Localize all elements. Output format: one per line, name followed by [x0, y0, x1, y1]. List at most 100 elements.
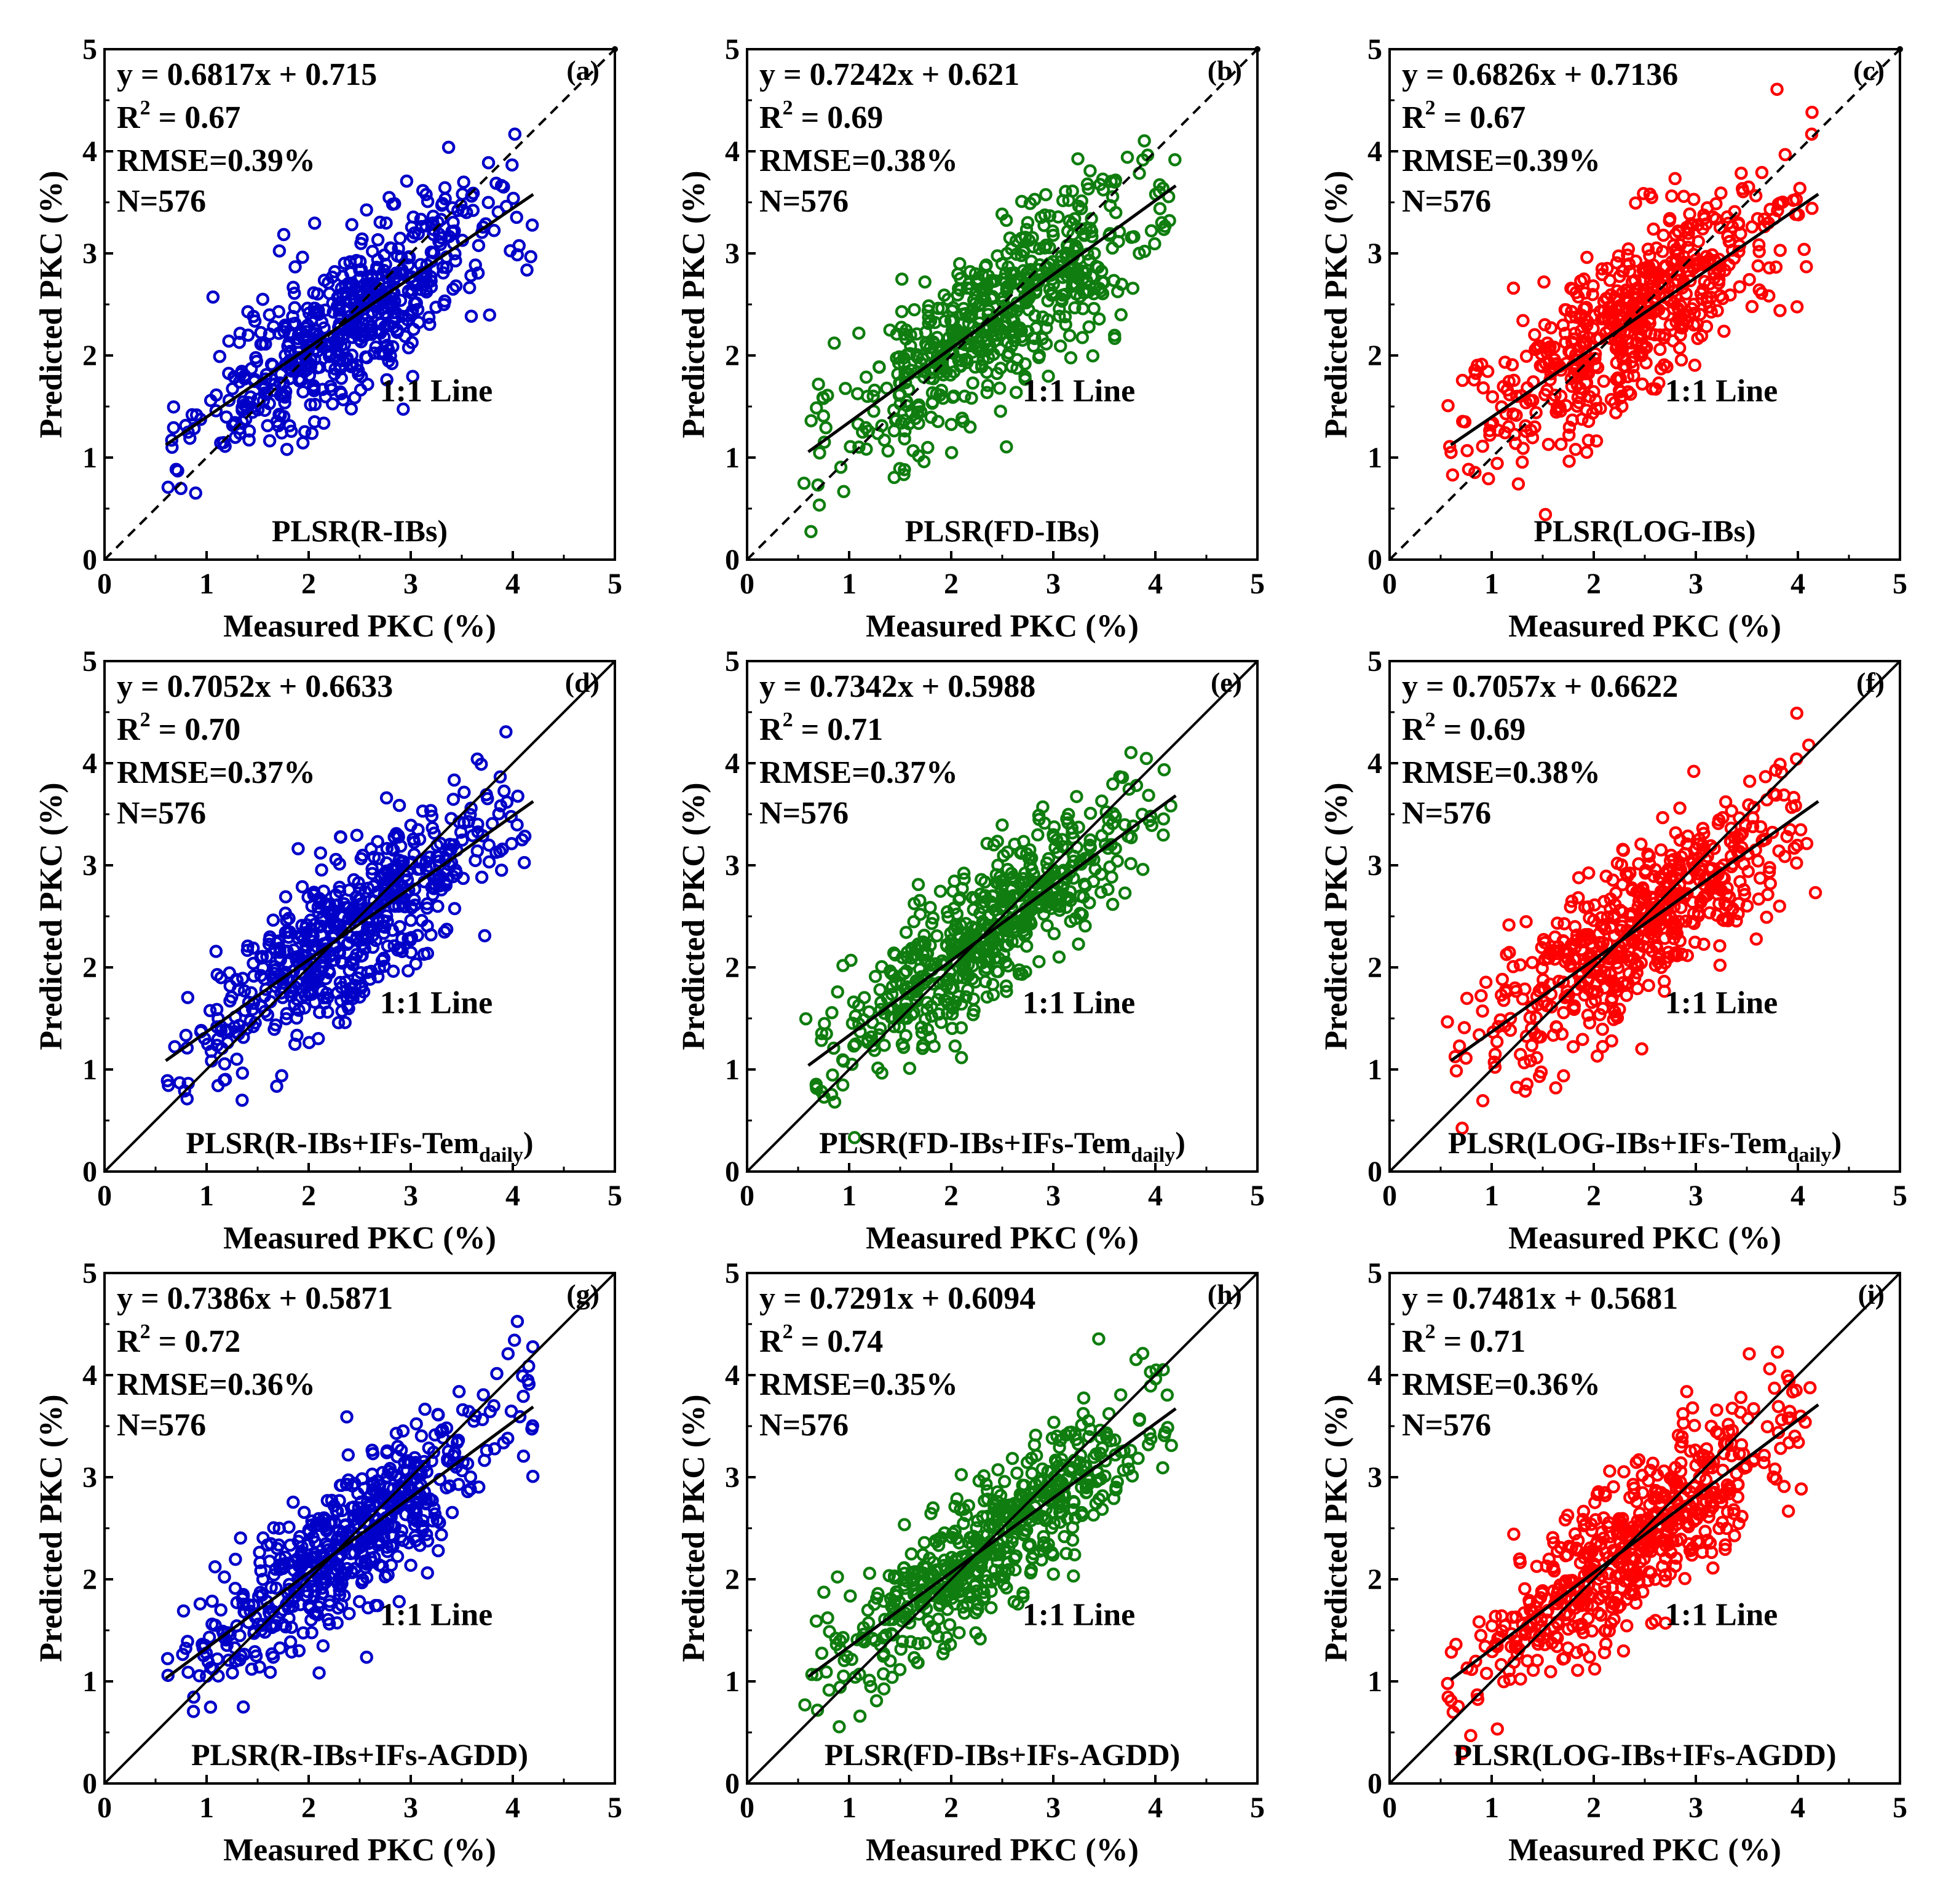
data-point: [1543, 340, 1557, 354]
data-point: [470, 752, 485, 766]
data-point: [844, 440, 857, 454]
data-point: [306, 929, 320, 943]
data-point: [1491, 1020, 1505, 1033]
data-point: [254, 999, 268, 1013]
data-point: [1688, 935, 1702, 949]
data-point: [267, 1568, 281, 1582]
data-point: [229, 1654, 242, 1668]
data-point: [338, 1015, 352, 1029]
data-point: [977, 1585, 991, 1600]
data-point: [297, 1505, 311, 1519]
data-point: [1615, 264, 1629, 278]
data-point: [1554, 437, 1568, 451]
data-point: [277, 410, 291, 424]
data-point: [226, 1666, 239, 1680]
data-point: [1700, 295, 1714, 308]
data-point: [1456, 415, 1470, 428]
data-point: [983, 338, 997, 352]
data-point: [1634, 837, 1648, 851]
data-point: [1516, 992, 1530, 1006]
data-point: [1569, 442, 1583, 456]
data-point: [402, 309, 415, 322]
data-point: [204, 1044, 218, 1058]
data-point: [400, 1464, 414, 1477]
data-point: [1577, 272, 1591, 286]
data-point: [432, 234, 446, 248]
data-point: [406, 370, 419, 383]
data-point: [1495, 972, 1510, 986]
one-to-one-label: 1:1 Line: [380, 1598, 493, 1633]
data-point: [455, 1464, 469, 1478]
panel-id: (h): [1208, 1279, 1242, 1310]
data-point: [1789, 192, 1803, 207]
y-tick-label: 4: [725, 747, 740, 780]
data-point: [1802, 738, 1816, 752]
data-point: [365, 862, 379, 876]
data-point: [979, 954, 992, 968]
data-point: [373, 961, 386, 975]
rmse-value: RMSE=0.39%: [117, 143, 315, 178]
one-to-one-line: [103, 660, 616, 1173]
data-point: [852, 440, 866, 454]
data-point: [1043, 209, 1057, 223]
data-point: [1095, 829, 1109, 843]
data-point: [432, 1408, 445, 1422]
data-point: [422, 311, 436, 324]
data-point: [371, 233, 385, 247]
data-point: [1486, 390, 1500, 403]
data-point: [292, 1559, 306, 1573]
data-point: [1053, 339, 1067, 353]
x-tick-label: 3: [403, 1791, 418, 1824]
data-point: [272, 1521, 286, 1535]
data-point: [1083, 841, 1098, 854]
panel-id: (c): [1853, 55, 1885, 86]
data-point: [917, 1536, 932, 1550]
panel-title: PLSR(FD-IBs): [905, 514, 1100, 548]
data-point: [1583, 911, 1596, 925]
y-tick-label: 1: [1367, 1053, 1382, 1086]
one-to-one-label: 1:1 Line: [380, 374, 493, 409]
data-point: [1060, 812, 1074, 826]
data-point: [417, 947, 431, 961]
regression-equation: y = 0.7242x + 0.621: [759, 57, 1019, 92]
data-point: [1092, 312, 1106, 326]
data-point: [443, 1479, 457, 1493]
data-point: [847, 1039, 861, 1053]
data-point: [839, 381, 852, 395]
data-point: [1672, 858, 1686, 871]
regression-line: [165, 800, 534, 1062]
data-point: [1655, 281, 1669, 295]
x-tick-label: 3: [1046, 568, 1061, 600]
data-point: [1444, 445, 1458, 459]
data-point: [1059, 900, 1073, 914]
data-point: [1074, 889, 1087, 903]
data-point: [836, 1630, 850, 1644]
regression-equation: y = 0.6817x + 0.715: [117, 57, 377, 92]
data-point: [997, 1577, 1011, 1592]
data-point: [183, 431, 197, 445]
data-point: [457, 785, 471, 799]
data-point: [1088, 862, 1102, 876]
data-point: [948, 1525, 962, 1538]
data-point: [280, 945, 294, 958]
data-point: [969, 1577, 983, 1591]
data-point: [1805, 105, 1819, 119]
data-point: [312, 1600, 326, 1614]
data-point: [189, 408, 204, 422]
x-axis-label: Measured PKC (%): [223, 1833, 496, 1868]
y-tick-label: 2: [1367, 339, 1382, 372]
data-point: [1611, 961, 1625, 975]
data-point: [1001, 260, 1015, 274]
data-point: [1053, 309, 1066, 323]
data-point: [890, 1585, 903, 1598]
scatter-points: [161, 127, 539, 500]
data-point: [1661, 945, 1676, 959]
data-point: [1622, 929, 1636, 942]
data-point: [1122, 782, 1136, 796]
data-point: [917, 454, 931, 469]
data-point: [287, 964, 301, 978]
data-point: [1019, 939, 1034, 953]
data-point: [1029, 1448, 1043, 1462]
data-point: [963, 264, 977, 279]
